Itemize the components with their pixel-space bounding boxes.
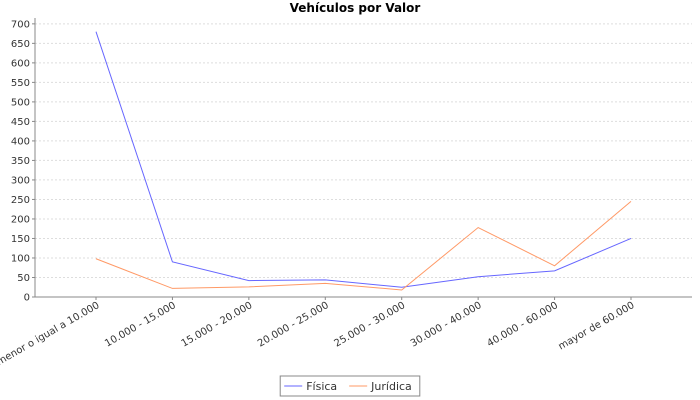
legend-label: Jurídica	[370, 380, 412, 393]
y-tick-label: 650	[11, 39, 30, 50]
y-tick-label: 500	[11, 97, 30, 108]
y-tick-label: 700	[11, 19, 30, 30]
y-tick-label: 400	[11, 136, 30, 147]
y-tick-label: 0	[24, 293, 30, 304]
line	[95, 201, 632, 291]
y-tick-label: 150	[11, 234, 30, 245]
y-tick-label: 350	[11, 156, 30, 167]
y-tick-label: 300	[11, 175, 30, 186]
y-tick-label: 100	[11, 253, 30, 264]
line	[95, 31, 632, 288]
y-tick-label: 200	[11, 214, 30, 225]
chart-title: Vehículos por Valor	[290, 1, 421, 15]
y-tick-label: 550	[11, 78, 30, 89]
legend: Física Jurídica	[284, 380, 412, 393]
y-tick-label: 450	[11, 117, 30, 128]
y-tick-label: 600	[11, 58, 30, 69]
y-tick-label: 250	[11, 195, 30, 206]
y-tick-label: 50	[17, 273, 30, 284]
legend-label: Física	[306, 380, 337, 393]
